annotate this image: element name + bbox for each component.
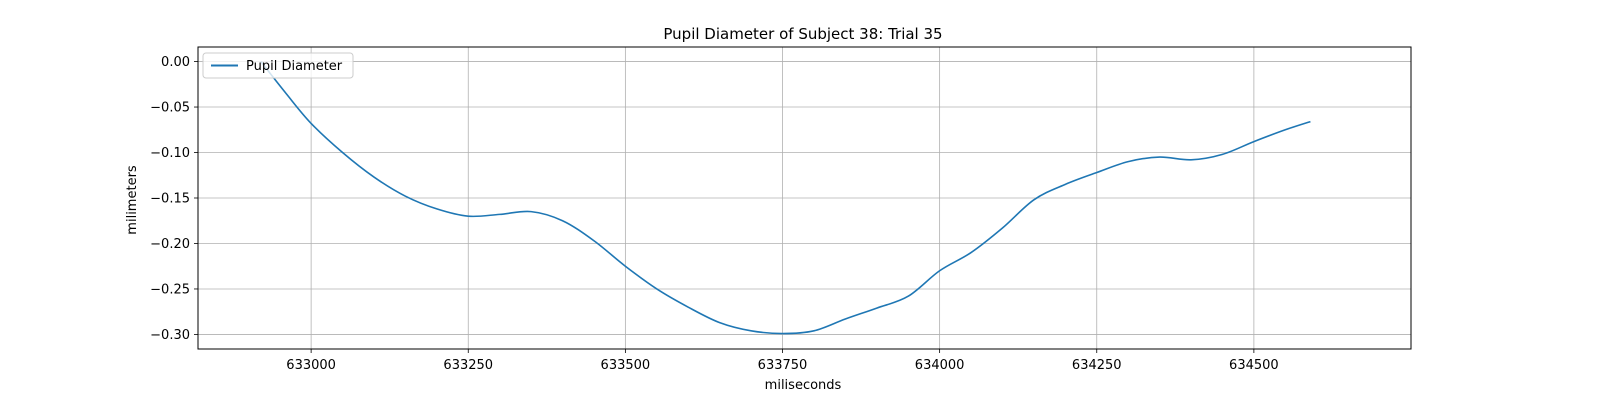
y-tick-label: 0.00	[161, 55, 190, 70]
y-axis-label: milimeters	[125, 165, 140, 235]
legend-label: Pupil Diameter	[246, 59, 343, 74]
y-tick-label: −0.20	[150, 237, 190, 252]
chart-title: Pupil Diameter of Subject 38: Trial 35	[663, 25, 942, 43]
x-tick-label: 634500	[1229, 358, 1279, 373]
y-tick-label: −0.15	[150, 192, 190, 207]
x-axis-label: miliseconds	[765, 378, 842, 393]
x-tick-label: 633000	[286, 358, 336, 373]
series-group	[260, 61, 1311, 335]
x-tick-label: 634250	[1072, 358, 1122, 373]
x-tick-label: 633750	[758, 358, 808, 373]
x-tick-label: 633250	[443, 358, 493, 373]
x-tick-label: 634000	[915, 358, 965, 373]
y-tick-label: −0.30	[150, 328, 190, 343]
x-axis-ticks: 633000 633250 633500 633750 634000 634250 6345…	[286, 349, 1279, 373]
y-tick-label: −0.25	[150, 282, 190, 297]
series-line-pupil-diameter	[260, 61, 1311, 335]
legend: Pupil Diameter	[202, 52, 354, 79]
legend-box	[202, 52, 354, 79]
y-axis-ticks: 0.00 −0.05 −0.10 −0.15 −0.20 −0.25 −0.30	[150, 55, 198, 343]
y-tick-label: −0.10	[150, 146, 190, 161]
y-tick-label: −0.05	[150, 101, 190, 116]
grid-lines	[198, 47, 1411, 349]
x-tick-label: 633500	[601, 358, 651, 373]
